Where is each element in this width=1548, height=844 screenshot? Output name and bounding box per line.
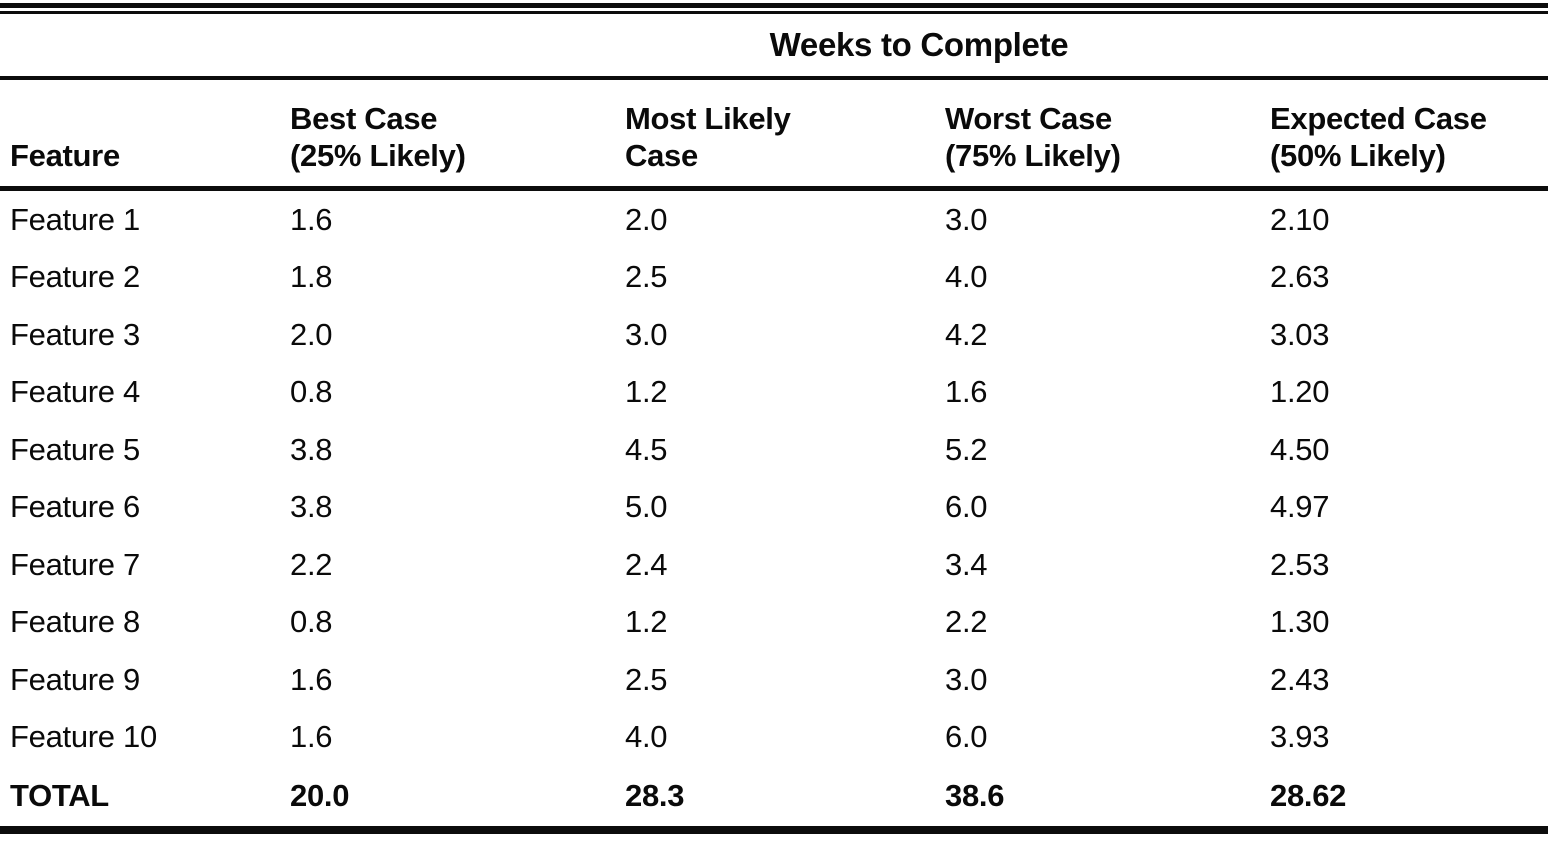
column-header-line2: Case (625, 138, 698, 173)
best-case-cell: 20.0 (290, 778, 350, 813)
column-header-worst-case: Worst Case (75% Likely) (945, 80, 1270, 186)
column-header-feature: Feature (0, 80, 290, 186)
table-row: Feature 5 3.8 4.5 5.2 4.50 (0, 421, 1548, 479)
most-likely-cell: 2.4 (625, 546, 668, 582)
table-body: Feature 1 1.6 2.0 3.0 2.10 Feature 2 1.8 2.5 4.0… (0, 191, 1548, 826)
most-likely-cell: 5.0 (625, 489, 668, 525)
most-likely-cell: 1.2 (625, 374, 668, 410)
expected-case-cell: 4.97 (1270, 489, 1330, 525)
best-case-cell: 3.8 (290, 431, 333, 467)
table-row: Feature 10 1.6 4.0 6.0 3.93 (0, 709, 1548, 767)
expected-case-cell: 3.03 (1270, 316, 1330, 352)
column-header-line2: Feature (10, 138, 120, 173)
most-likely-cell: 2.5 (625, 259, 668, 295)
column-header-line1: Worst Case (945, 101, 1112, 136)
most-likely-cell: 2.0 (625, 201, 668, 237)
column-header-most-likely-case: Most Likely Case (625, 80, 945, 186)
feature-cell: Feature 4 (10, 374, 140, 410)
expected-case-cell: 2.53 (1270, 546, 1330, 582)
best-case-cell: 1.6 (290, 719, 333, 755)
column-header-line1: Most Likely (625, 101, 791, 136)
most-likely-cell: 2.5 (625, 661, 668, 697)
worst-case-cell: 3.0 (945, 661, 988, 697)
table-total-row: TOTAL 20.0 28.3 38.6 28.62 (0, 766, 1548, 826)
most-likely-cell: 3.0 (625, 316, 668, 352)
column-header-line2: (50% Likely) (1270, 138, 1446, 173)
table-spanner-title: Weeks to Complete (769, 26, 1069, 63)
spanner-rule (0, 76, 1548, 80)
feature-cell: Feature 2 (10, 259, 140, 295)
feature-cell: Feature 10 (10, 719, 157, 755)
worst-case-cell: 6.0 (945, 489, 988, 525)
expected-case-cell: 2.10 (1270, 201, 1330, 237)
expected-case-cell: 2.43 (1270, 661, 1330, 697)
best-case-cell: 1.6 (290, 201, 333, 237)
feature-cell: Feature 8 (10, 604, 140, 640)
feature-cell: Feature 5 (10, 431, 140, 467)
worst-case-cell: 3.4 (945, 546, 988, 582)
worst-case-cell: 6.0 (945, 719, 988, 755)
most-likely-cell: 4.5 (625, 431, 668, 467)
table-row: Feature 3 2.0 3.0 4.2 3.03 (0, 306, 1548, 364)
expected-case-cell: 4.50 (1270, 431, 1330, 467)
table-row: Feature 4 0.8 1.2 1.6 1.20 (0, 364, 1548, 422)
feature-cell: TOTAL (10, 778, 109, 813)
feature-cell: Feature 6 (10, 489, 140, 525)
worst-case-cell: 4.0 (945, 259, 988, 295)
most-likely-cell: 1.2 (625, 604, 668, 640)
worst-case-cell: 5.2 (945, 431, 988, 467)
top-rule-thick (0, 3, 1548, 8)
table-row: Feature 1 1.6 2.0 3.0 2.10 (0, 191, 1548, 249)
expected-case-cell: 1.30 (1270, 604, 1330, 640)
column-header-line1: Expected Case (1270, 101, 1487, 136)
column-header-line2: (75% Likely) (945, 138, 1121, 173)
best-case-cell: 2.2 (290, 546, 333, 582)
table-row: Feature 6 3.8 5.0 6.0 4.97 (0, 479, 1548, 537)
column-header-line1: Best Case (290, 101, 438, 136)
expected-case-cell: 2.63 (1270, 259, 1330, 295)
expected-case-cell: 1.20 (1270, 374, 1330, 410)
column-header-line2: (25% Likely) (290, 138, 466, 173)
header-rule (0, 186, 1548, 191)
best-case-cell: 0.8 (290, 374, 333, 410)
top-rule-thin (0, 11, 1548, 14)
worst-case-cell: 4.2 (945, 316, 988, 352)
best-case-cell: 2.0 (290, 316, 333, 352)
worst-case-cell: 38.6 (945, 778, 1005, 813)
expected-case-cell: 28.62 (1270, 778, 1347, 813)
worst-case-cell: 1.6 (945, 374, 988, 410)
most-likely-cell: 28.3 (625, 778, 685, 813)
bottom-rule (0, 826, 1548, 834)
worst-case-cell: 2.2 (945, 604, 988, 640)
table-row: Feature 7 2.2 2.4 3.4 2.53 (0, 536, 1548, 594)
column-header-expected-case: Expected Case (50% Likely) (1270, 80, 1548, 186)
best-case-cell: 3.8 (290, 489, 333, 525)
feature-cell: Feature 7 (10, 546, 140, 582)
best-case-cell: 1.6 (290, 661, 333, 697)
feature-cell: Feature 1 (10, 201, 140, 237)
table-row: Feature 8 0.8 1.2 2.2 1.30 (0, 594, 1548, 652)
table-header-row: Feature Best Case (25% Likely) Most Like… (0, 80, 1548, 186)
feature-cell: Feature 9 (10, 661, 140, 697)
most-likely-cell: 4.0 (625, 719, 668, 755)
worst-case-cell: 3.0 (945, 201, 988, 237)
spanner-row: Weeks to Complete (0, 14, 1548, 76)
table-row: Feature 9 1.6 2.5 3.0 2.43 (0, 651, 1548, 709)
column-header-best-case: Best Case (25% Likely) (290, 80, 625, 186)
best-case-cell: 0.8 (290, 604, 333, 640)
table-row: Feature 2 1.8 2.5 4.0 2.63 (0, 249, 1548, 307)
best-case-cell: 1.8 (290, 259, 333, 295)
expected-case-cell: 3.93 (1270, 719, 1330, 755)
feature-cell: Feature 3 (10, 316, 140, 352)
